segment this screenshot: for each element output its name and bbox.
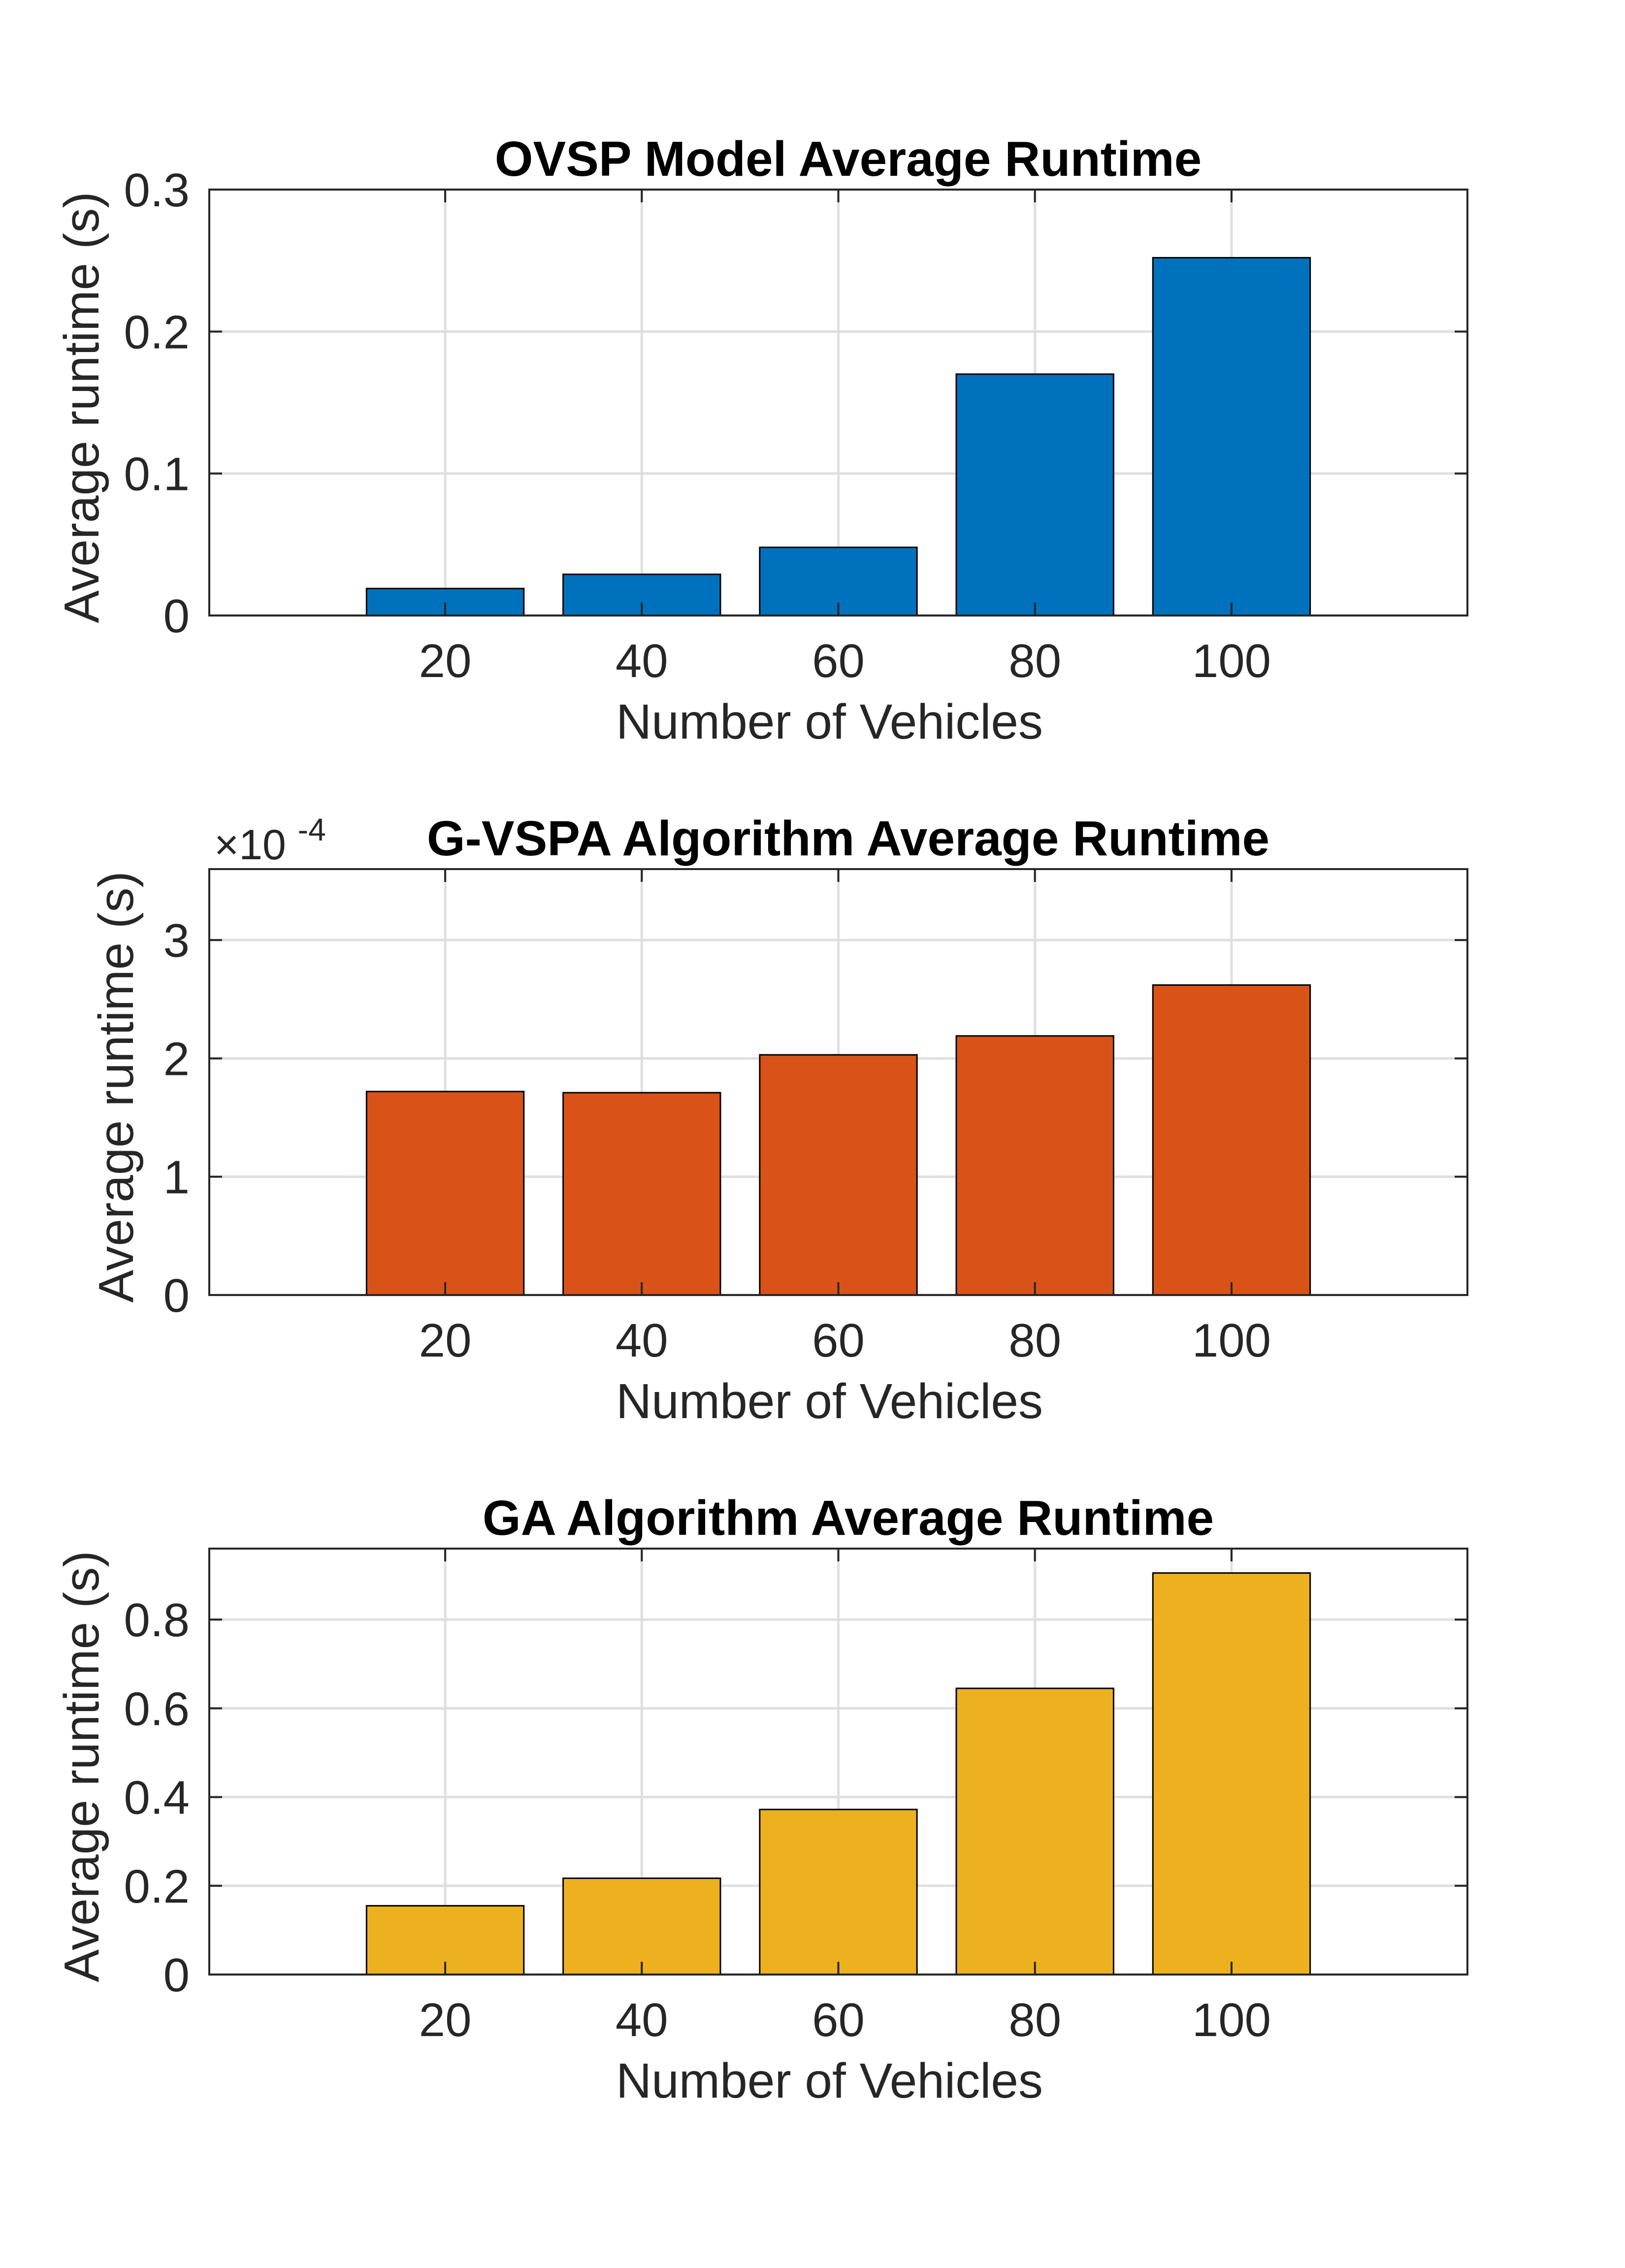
plot-area: 20 40 60 80 100 0 0.1 0.2 0.3	[124, 164, 1468, 687]
y-tick-label: 0.2	[124, 306, 190, 358]
x-tick-label: 80	[1008, 635, 1061, 687]
plot-area: 20 40 60 80 100 0 0.2 0.4 0.6 0.8	[124, 1548, 1468, 2046]
x-tick-label: 40	[616, 635, 668, 687]
y-tick-label: 2	[163, 1033, 190, 1085]
x-tick-label: 20	[419, 1314, 472, 1367]
x-tick-label: 80	[1008, 1994, 1061, 2046]
y-axis-exponent: ×10 -4	[214, 812, 326, 869]
bar	[1152, 984, 1311, 1296]
y-tick-label: 3	[163, 914, 190, 967]
bar	[759, 1809, 918, 1976]
subplot-gvspa: 20 40 60 80 100 0 1 2 3 G-VSPA Algorithm Average…	[89, 811, 1468, 1429]
y-tick-label: 0.1	[124, 448, 190, 501]
x-tick-label: 60	[812, 1314, 865, 1367]
subplot-ga: 20 40 60 80 100 0 0.2 0.4 0.6 0.8 GA Algorithm Av…	[54, 1490, 1468, 2108]
x-tick-label: 40	[616, 1994, 668, 2046]
y-tick-label: 0.3	[124, 164, 190, 217]
bar	[955, 373, 1114, 616]
bar	[1152, 257, 1311, 616]
x-tick-label: 80	[1008, 1314, 1061, 1367]
bar	[365, 1091, 525, 1296]
bar	[955, 1687, 1114, 1976]
x-tick-label: 100	[1192, 1994, 1271, 2046]
bar	[562, 1877, 721, 1976]
x-tick-label: 100	[1192, 635, 1271, 687]
y-axis-label: Average runtime (s)	[54, 192, 109, 623]
x-tick-label: 20	[419, 1994, 472, 2046]
exponent-base: ×10	[214, 821, 286, 869]
bar	[955, 1035, 1114, 1296]
y-tick-label: 1	[163, 1151, 190, 1204]
x-tick-label: 60	[812, 635, 865, 687]
exponent-power: -4	[298, 812, 326, 847]
plot-area: 20 40 60 80 100 0 1 2 3	[163, 868, 1468, 1367]
y-tick-label: 0	[163, 590, 190, 643]
x-tick-label: 60	[812, 1994, 865, 2046]
x-axis-label: Number of Vehicles	[616, 694, 1043, 749]
x-axis-label: Number of Vehicles	[616, 2053, 1043, 2108]
x-tick-label: 40	[616, 1314, 668, 1367]
x-tick-label: 20	[419, 635, 472, 687]
bar	[1152, 1572, 1311, 1976]
chart-title: OVSP Model Average Runtime	[495, 131, 1202, 187]
y-tick-label: 0.8	[124, 1594, 190, 1647]
x-tick-label: 100	[1192, 1314, 1271, 1367]
bar	[562, 1092, 721, 1296]
y-tick-label: 0	[163, 1269, 190, 1322]
chart-title: G-VSPA Algorithm Average Runtime	[427, 811, 1269, 866]
y-axis-label: Average runtime (s)	[89, 871, 144, 1302]
bar	[759, 1054, 918, 1296]
y-axis-label: Average runtime (s)	[54, 1551, 109, 1982]
y-tick-label: 0.2	[124, 1860, 190, 1913]
y-tick-label: 0.4	[124, 1772, 190, 1824]
y-tick-label: 0.6	[124, 1683, 190, 1735]
x-axis-label: Number of Vehicles	[616, 1374, 1043, 1429]
subplot-ovsp: 20 40 60 80 100 0 0.1 0.2 0.3 OVSP Model Average…	[54, 131, 1468, 749]
chart-title: GA Algorithm Average Runtime	[483, 1490, 1214, 1546]
y-tick-label: 0	[163, 1949, 190, 2002]
